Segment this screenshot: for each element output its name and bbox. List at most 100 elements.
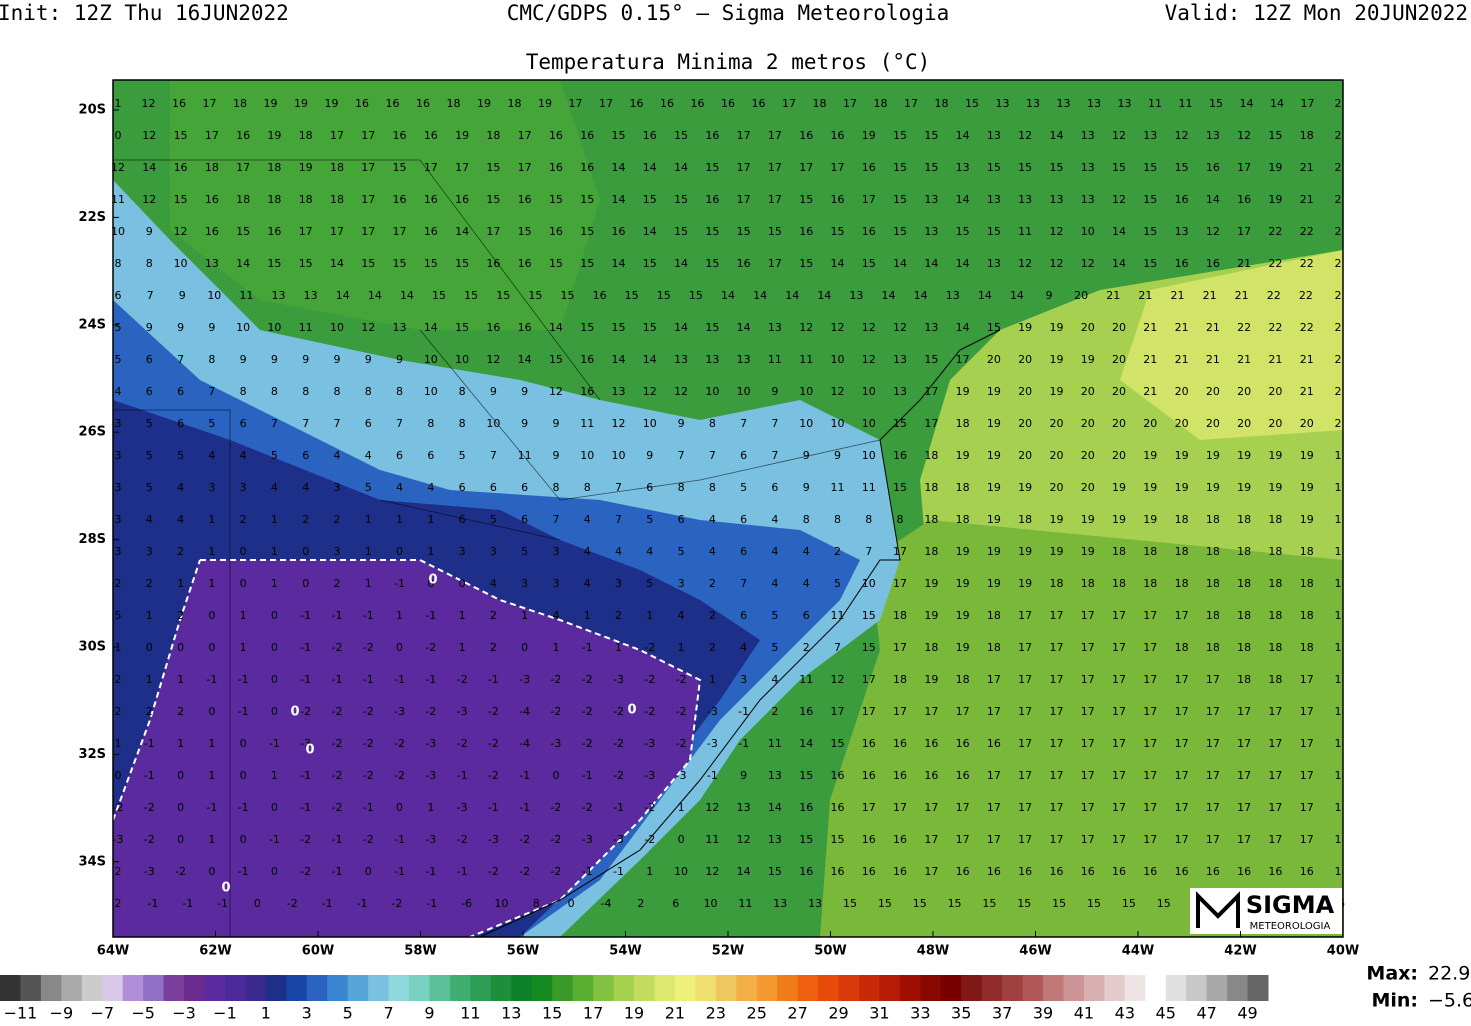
grid-value: -1 — [300, 609, 311, 622]
grid-value: 13 — [1057, 97, 1071, 110]
grid-value: 16 — [455, 193, 469, 206]
grid-value: 2 — [490, 609, 497, 622]
colorbar-box — [470, 975, 492, 1001]
grid-value: 12 — [1049, 225, 1063, 238]
grid-value: 0 — [396, 641, 403, 654]
grid-value: 17 — [1301, 97, 1315, 110]
grid-value: 2 — [1335, 385, 1342, 398]
grid-value: 17 — [1049, 673, 1063, 686]
grid-value: 6 — [146, 385, 153, 398]
colorbar-label: 37 — [992, 1004, 1012, 1023]
grid-value: 15 — [236, 225, 250, 238]
grid-value: 12 — [1112, 129, 1126, 142]
grid-value: 3 — [552, 577, 559, 590]
grid-value: 19 — [1112, 481, 1126, 494]
lat-label: 20S — [79, 103, 106, 118]
grid-value: 1 — [584, 609, 591, 622]
colorbar-box — [981, 975, 1003, 1001]
grid-value: 6 — [177, 417, 184, 430]
grid-value: 17 — [1300, 769, 1314, 782]
grid-value: 12 — [862, 353, 876, 366]
colorbar-box — [940, 975, 962, 1001]
grid-value: 16 — [862, 161, 876, 174]
grid-value: -1 — [206, 801, 217, 814]
grid-value: 17 — [1268, 705, 1282, 718]
grid-value: 13 — [956, 161, 970, 174]
grid-value: 1 — [709, 673, 716, 686]
grid-value: 15 — [705, 225, 719, 238]
grid-value: 12 — [142, 193, 156, 206]
grid-value: 17 — [768, 257, 782, 270]
grid-value: 19 — [1018, 545, 1032, 558]
grid-value: 1 — [1335, 705, 1342, 718]
grid-value: -2 — [457, 673, 468, 686]
colorbar-label: 15 — [542, 1004, 562, 1023]
grid-value: -6 — [461, 897, 472, 910]
grid-value: 6 — [771, 481, 778, 494]
grid-value: 6 — [490, 481, 497, 494]
grid-value: 2 — [115, 865, 122, 878]
grid-value: 17 — [236, 161, 250, 174]
map-fill — [113, 80, 1343, 937]
grid-value: -2 — [582, 673, 593, 686]
grid-value: 21 — [1143, 385, 1157, 398]
grid-value: 4 — [490, 577, 497, 590]
grid-value: 14 — [830, 257, 844, 270]
grid-value: 5 — [208, 417, 215, 430]
grid-value: 2 — [490, 641, 497, 654]
grid-value: 18 — [1300, 609, 1314, 622]
grid-value: 16 — [424, 193, 438, 206]
grid-value: 7 — [615, 513, 622, 526]
grid-value: 19 — [1018, 321, 1032, 334]
grid-value: 15 — [799, 833, 813, 846]
grid-value: 8 — [396, 385, 403, 398]
grid-value: 9 — [365, 353, 372, 366]
grid-value: 18 — [1143, 545, 1157, 558]
colorbar-box — [1124, 975, 1146, 1001]
grid-value: 0 — [115, 769, 122, 782]
grid-value: 2 — [1335, 193, 1342, 206]
grid-value: 1 — [646, 865, 653, 878]
colorbar-label: 23 — [706, 1004, 726, 1023]
grid-value: 19 — [1049, 321, 1063, 334]
grid-value: 18 — [330, 161, 344, 174]
grid-value: 17 — [1206, 737, 1220, 750]
grid-value: 16 — [1237, 865, 1251, 878]
grid-value: 0 — [459, 577, 466, 590]
grid-value: 16 — [1018, 865, 1032, 878]
grid-value: 16 — [705, 193, 719, 206]
grid-value: 6 — [672, 897, 679, 910]
grid-value: 1 — [1335, 609, 1342, 622]
grid-value: 17 — [1268, 833, 1282, 846]
grid-value: 16 — [987, 865, 1001, 878]
grid-value: 10 — [424, 353, 438, 366]
colorbar-box — [715, 975, 737, 1001]
grid-value: 16 — [416, 97, 430, 110]
grid-value: 20 — [1018, 385, 1032, 398]
grid-value: 19 — [956, 449, 970, 462]
grid-value: 18 — [1206, 641, 1220, 654]
grid-value: 14 — [643, 225, 657, 238]
grid-value: 1 — [146, 673, 153, 686]
grid-value: 16 — [705, 129, 719, 142]
grid-value: 15 — [625, 289, 639, 302]
grid-value: 10 — [494, 897, 508, 910]
grid-value: 15 — [674, 225, 688, 238]
colorbar-box — [184, 975, 206, 1001]
grid-value: 17 — [1300, 801, 1314, 814]
grid-value: 19 — [987, 449, 1001, 462]
grid-value: 20 — [1081, 321, 1095, 334]
grid-value: 19 — [299, 161, 313, 174]
grid-value: -2 — [300, 865, 311, 878]
grid-value: -2 — [331, 801, 342, 814]
grid-value: -1 — [331, 609, 342, 622]
grid-value: 0 — [568, 897, 575, 910]
grid-value: 14 — [799, 737, 813, 750]
grid-value: 14 — [1240, 97, 1254, 110]
grid-value: 1 — [365, 577, 372, 590]
grid-value: 16 — [486, 321, 500, 334]
grid-value: 16 — [799, 129, 813, 142]
grid-value: 0 — [254, 897, 261, 910]
grid-value: 3 — [678, 577, 685, 590]
grid-value: 18 — [924, 641, 938, 654]
